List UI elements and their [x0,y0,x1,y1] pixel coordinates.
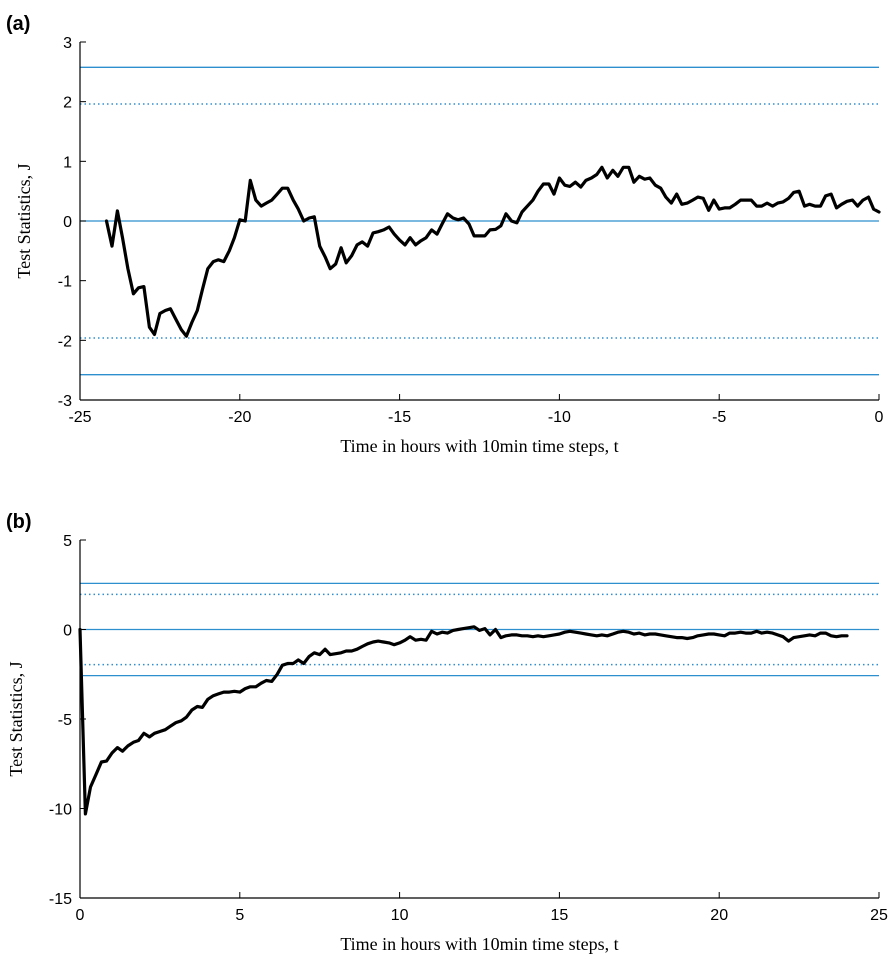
x-tick-label: 0 [875,409,884,426]
y-tick-label: -3 [58,393,72,410]
y-tick-label: 0 [63,623,72,640]
x-tick-label: 5 [235,907,244,924]
y-tick-label: 1 [63,154,72,171]
y-tick-label: 5 [63,533,72,550]
y-tick-label: -2 [58,333,72,350]
y-axis-label: Test Statistics, J [6,661,26,776]
x-tick-label: -25 [68,409,91,426]
panel-b: (b) 0 5 10 15 20 25 -15 -10 -5 0 5 Time in hours wit… [6,511,888,954]
x-axis-label: Time in hours with 10min time steps, t [340,934,618,954]
x-tick-label: 25 [870,907,888,924]
x-axis-label: Time in hours with 10min time steps, t [340,436,618,456]
y-tick-label: -15 [49,891,72,908]
x-tick-label: 0 [76,907,85,924]
series-line [78,625,849,816]
y-tick-label: -1 [58,274,72,291]
x-tick-label: 15 [551,907,569,924]
y-tick-label: -10 [49,802,72,819]
x-tick-label: -20 [228,409,251,426]
x-tick-label: 20 [710,907,728,924]
y-tick-label: 0 [63,214,72,231]
series-line [104,165,881,338]
panel-label: (a) [6,13,30,35]
panel-label: (b) [6,511,32,533]
x-tick-label: 10 [391,907,409,924]
y-axis-label: Test Statistics, J [14,163,34,278]
x-tick-label: -15 [388,409,411,426]
x-tick-label: -10 [548,409,571,426]
y-tick-label: 3 [63,35,72,52]
y-tick-label: 2 [63,95,72,112]
y-tick-label: -5 [58,712,72,729]
x-tick-label: -5 [712,409,726,426]
